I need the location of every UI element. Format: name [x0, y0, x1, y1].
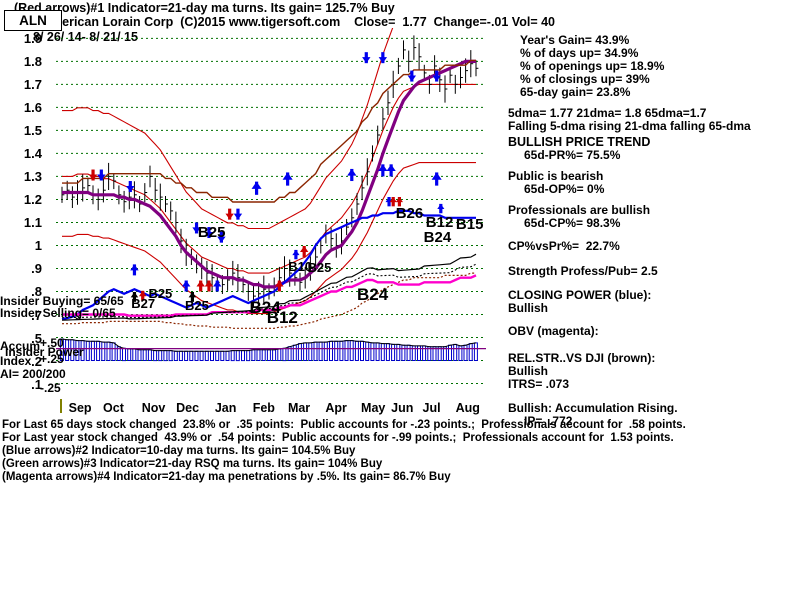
- y-axis-tick: .8: [31, 284, 42, 300]
- gain-65day-text: 65-day gain= 23.8%: [520, 85, 631, 99]
- strength-text: Strength Profess/Pub= 2.5: [508, 264, 658, 278]
- chart-annotation: B26: [395, 205, 424, 223]
- y-axis-tick: 1.3: [23, 169, 42, 185]
- bottom-line-2: For Last year stock changed 43.9% or .54…: [2, 432, 674, 444]
- bottom-line-4: (Green arrows)#3 Indicator=21-day RSQ ma…: [2, 458, 383, 470]
- chart-annotation: B10: [288, 259, 313, 275]
- ai-label: AI= 200/200: [0, 367, 66, 381]
- ticker-symbol-box[interactable]: ALN: [4, 10, 62, 31]
- professionals-text: Professionals are bullish: [508, 203, 651, 217]
- itrs-text: ITRS= .073: [508, 377, 570, 391]
- pct-openings-up-text: % of openings up= 18.9%: [520, 59, 665, 73]
- x-axis-tick: Jul: [422, 401, 441, 415]
- chart-annotation: B25: [185, 298, 209, 314]
- x-axis-tick: Oct: [103, 401, 124, 415]
- op65-text: 65d-OP%= 0%: [524, 182, 605, 196]
- public-sentiment-text: Public is bearish: [508, 169, 604, 183]
- chart-annotation: B25: [148, 285, 173, 301]
- relstr-heading: REL.STR..VS DJI (brown):: [508, 351, 656, 365]
- relstr-value: Bullish: [508, 364, 549, 378]
- x-axis-tick: Apr: [325, 401, 347, 415]
- bottom-line-3: (Blue arrows)#2 Indicator=10-day ma turn…: [2, 445, 356, 457]
- chart-annotation: B12: [425, 214, 454, 232]
- x-axis-tick: Jun: [391, 401, 414, 415]
- accum-label: Accum: [0, 339, 41, 353]
- minus-quarter-label: -.25: [40, 381, 61, 395]
- x-axis-tick: Mar: [287, 401, 311, 415]
- y-axis-tick: .9: [31, 261, 42, 277]
- closing-power-heading: CLOSING POWER (blue):: [508, 288, 652, 302]
- y-axis-tick: 1.1: [23, 215, 42, 231]
- chart-annotation: B25: [307, 260, 332, 276]
- cp65-text: 65d-CP%= 98.3%: [524, 216, 621, 230]
- y-axis-tick: 1.8: [23, 54, 42, 70]
- plus-quarter-label: +.25: [40, 352, 64, 366]
- chart-annotation: B27: [131, 296, 156, 312]
- insider-selling-label: Insider Selling= 0/65: [0, 306, 116, 320]
- pct-days-up-text: % of days up= 34.9%: [520, 46, 639, 60]
- y-axis-tick: .1: [31, 376, 42, 392]
- accum-heading: Bullish: Accumulation Rising.: [508, 401, 678, 415]
- ticker-symbol-label: ALN: [19, 13, 47, 28]
- header-indicator-line: (Red arrows)#1 Indicator=21-day ma turns…: [14, 1, 395, 15]
- ip-text: IP= .772: [524, 414, 573, 428]
- header-date-range: 8/ 26/ 14- 8/ 21/ 15: [33, 30, 138, 44]
- chart-annotation: B15: [455, 215, 484, 233]
- x-axis-tick: Nov: [141, 401, 166, 415]
- x-axis-tick: Feb: [252, 401, 275, 415]
- dma-state-text: Falling 5-dma rising 21-dma falling 65-d…: [508, 119, 751, 133]
- y-axis-tick: 1.2: [23, 192, 42, 208]
- chart-canvas: [56, 28, 486, 385]
- chart-annotation: B25: [197, 223, 226, 241]
- obv-heading: OBV (magenta):: [508, 324, 599, 338]
- insider-power-label: Insider Power: [5, 345, 84, 359]
- y-axis-tick: 1.9: [23, 31, 42, 47]
- chart-annotation: B24: [423, 229, 452, 247]
- insider-buying-label: Insider Buying= 65/65: [0, 294, 124, 308]
- x-axis-tick: May: [361, 401, 386, 415]
- price-trend-heading: BULLISH PRICE TREND: [508, 135, 651, 149]
- x-axis-tick: Sep: [68, 401, 92, 415]
- y-axis-tick: 1.5: [23, 123, 42, 139]
- price-chart-plot[interactable]: [56, 28, 486, 410]
- index-label: Index: [0, 354, 32, 368]
- y-axis-tick: .7: [31, 307, 42, 323]
- x-axis-tick: Jan: [214, 401, 237, 415]
- x-axis-tick: Dec: [176, 401, 200, 415]
- x-axis-origin-tick: [60, 399, 62, 413]
- chart-annotation: B24: [357, 284, 389, 304]
- y-axis-tick: .5: [31, 330, 42, 346]
- header-company-line: American Lorain Corp (C)2015 www.tigerso…: [42, 15, 556, 29]
- chart-annotation: B24: [249, 298, 281, 318]
- y-axis-tick: 1.4: [23, 146, 42, 162]
- bottom-line-1: For Last 65 days stock changed 23.8% or …: [2, 419, 686, 431]
- pr65-text: 65d-PR%= 75.5%: [524, 148, 621, 162]
- chart-annotation: B12: [266, 307, 298, 327]
- bottom-line-5: (Magenta arrows)#4 Indicator=21-day ma p…: [2, 471, 451, 483]
- y-axis-tick: 1: [34, 238, 42, 254]
- closing-power-value: Bullish: [508, 301, 549, 315]
- dma-values-text: 5dma= 1.77 21dma= 1.8 65dma=1.7: [508, 106, 707, 120]
- pct-closings-up-text: % of closings up= 39%: [520, 72, 650, 86]
- plus-half-label: +.50: [40, 336, 64, 350]
- y-axis-tick: 1.6: [23, 100, 42, 116]
- x-axis-tick: Aug: [455, 401, 480, 415]
- y-axis-tick: .2: [31, 353, 42, 369]
- cp-vs-pr-text: CP%vsPr%= 22.7%: [508, 239, 620, 253]
- years-gain-text: Year's Gain= 43.9%: [520, 33, 630, 47]
- y-axis-tick: 1.7: [23, 77, 42, 93]
